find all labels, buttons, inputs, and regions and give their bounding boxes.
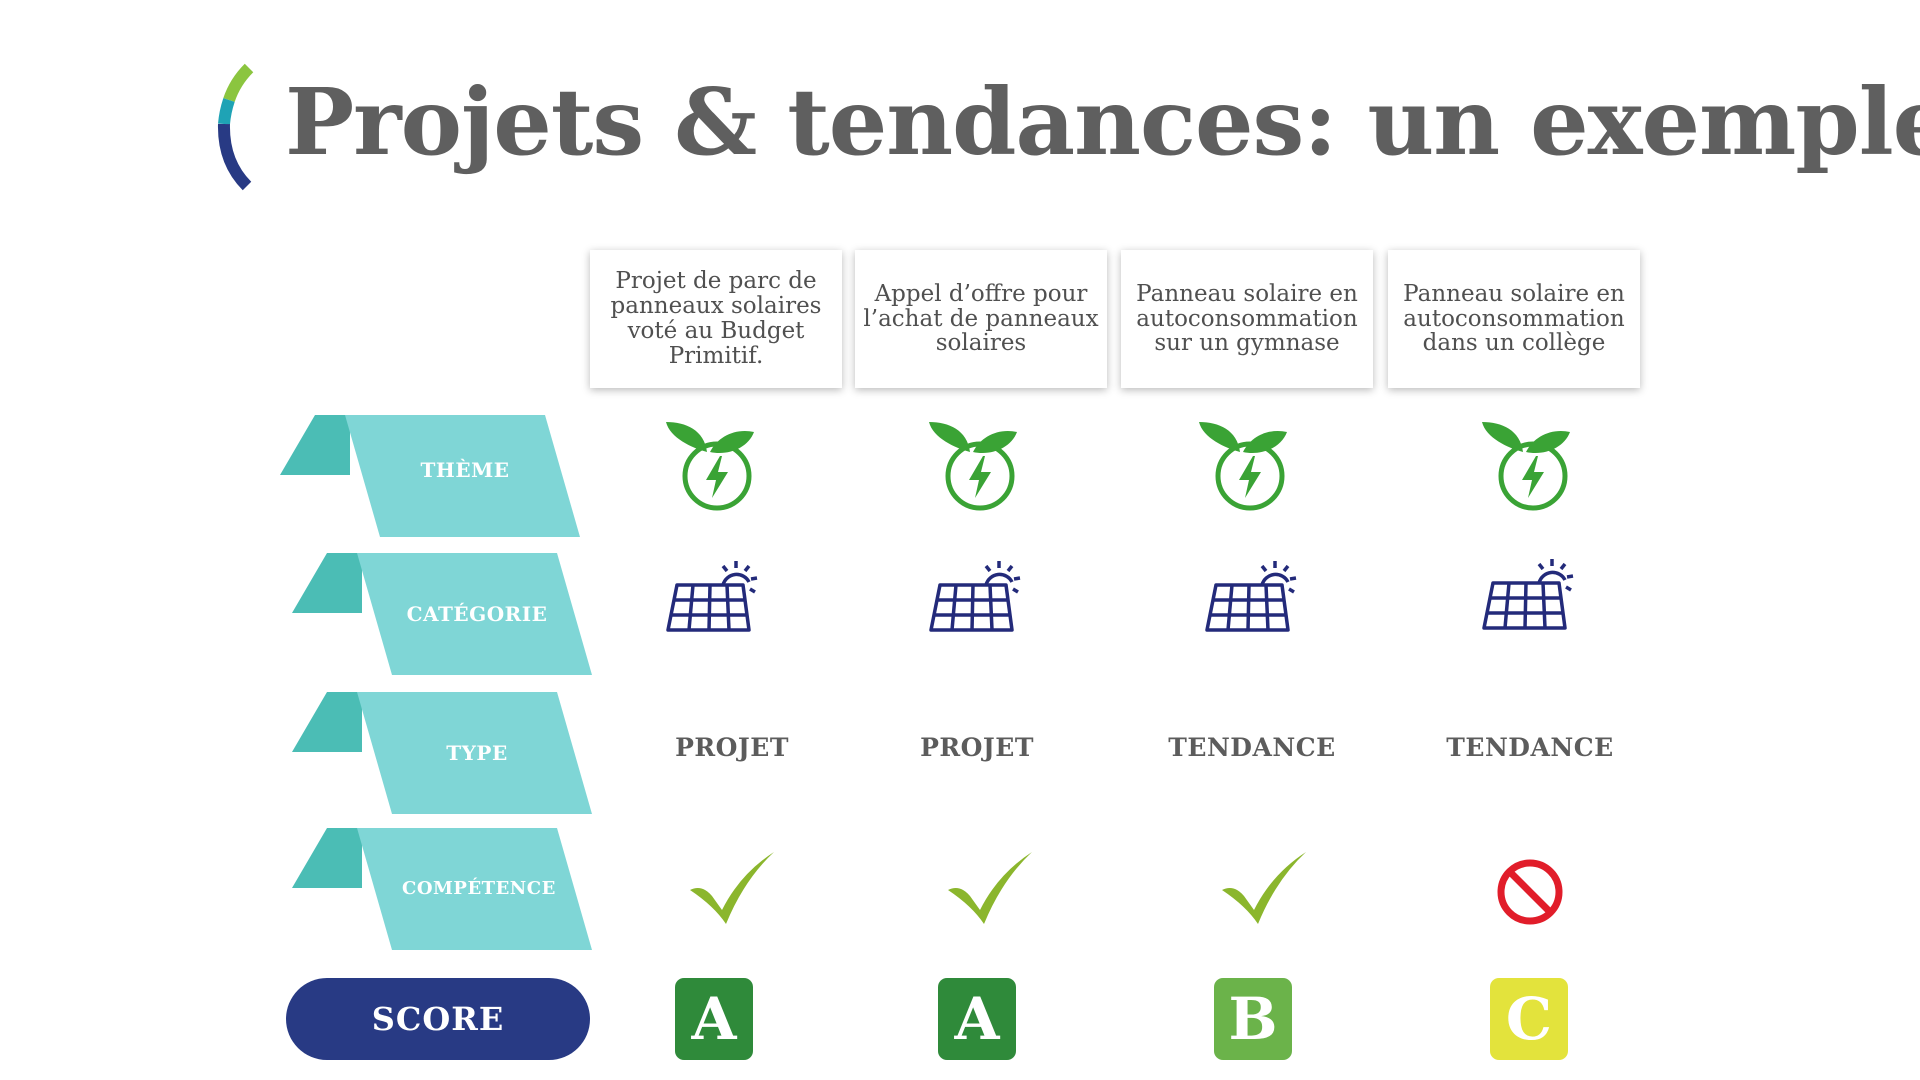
ribbon-shape (292, 692, 592, 814)
score-badge-1: A (675, 978, 753, 1060)
score-badge-3: B (1214, 978, 1292, 1060)
solar-panel-icon (666, 561, 758, 632)
type-value-2: PROJET (920, 733, 1034, 762)
check-icon (1222, 852, 1306, 924)
prohibited-icon (1497, 859, 1563, 925)
ribbon-shape (292, 553, 592, 675)
solar-panel-icon (929, 561, 1021, 632)
page-title: Projets & tendances: un exemple. (285, 68, 1920, 176)
column-header-1-label: Projet de parc de panneaux solaires voté… (610, 268, 822, 369)
column-header-3: Panneau solaire en autoconsommation sur … (1121, 250, 1373, 388)
eco-energy-icon (1482, 422, 1570, 511)
score-badge-4: C (1490, 978, 1568, 1060)
column-header-4: Panneau solaire en autoconsommation dans… (1388, 250, 1640, 388)
row-label-type-text: TYPE (446, 741, 508, 765)
row-label-categorie: CATÉGORIE (292, 553, 612, 683)
type-value-4: TENDANCE (1446, 733, 1614, 762)
column-header-1: Projet de parc de panneaux solaires voté… (590, 250, 842, 388)
check-icon (948, 852, 1032, 924)
column-header-3-label: Panneau solaire en autoconsommation sur … (1136, 280, 1358, 357)
check-icon (690, 852, 774, 924)
row-label-theme-text: THÈME (420, 458, 510, 482)
score-badge-1-letter: A (691, 985, 737, 1053)
score-badge-2: A (938, 978, 1016, 1060)
row-label-categorie-text: CATÉGORIE (406, 602, 548, 626)
eco-energy-icon (929, 422, 1017, 511)
row-label-theme: THÈME (280, 415, 600, 545)
score-badge-3-letter: B (1228, 985, 1278, 1053)
row-label-score-text: SCORE (371, 1000, 505, 1038)
solar-panel-icon (1482, 559, 1574, 630)
ribbon-shape (280, 415, 580, 537)
type-value-1: PROJET (675, 733, 789, 762)
type-value-3: TENDANCE (1168, 733, 1336, 762)
row-label-competence-text: COMPÉTENCE (402, 878, 556, 899)
column-header-4-label: Panneau solaire en autoconsommation dans… (1403, 280, 1625, 357)
title-bracket-logo (217, 63, 254, 191)
eco-energy-icon (666, 422, 754, 511)
row-label-competence: COMPÉTENCE (292, 828, 612, 958)
row-label-score: SCORE (286, 978, 590, 1060)
column-header-2: Appel d’offre pour l’achat de panneaux s… (855, 250, 1107, 388)
eco-energy-icon (1199, 422, 1287, 511)
score-badge-2-letter: A (954, 985, 1000, 1053)
ribbon-shape (292, 828, 592, 950)
column-header-2-label: Appel d’offre pour l’achat de panneaux s… (863, 280, 1099, 357)
score-badge-4-letter: C (1505, 985, 1553, 1053)
row-label-type: TYPE (292, 692, 612, 822)
solar-panel-icon (1205, 561, 1297, 632)
